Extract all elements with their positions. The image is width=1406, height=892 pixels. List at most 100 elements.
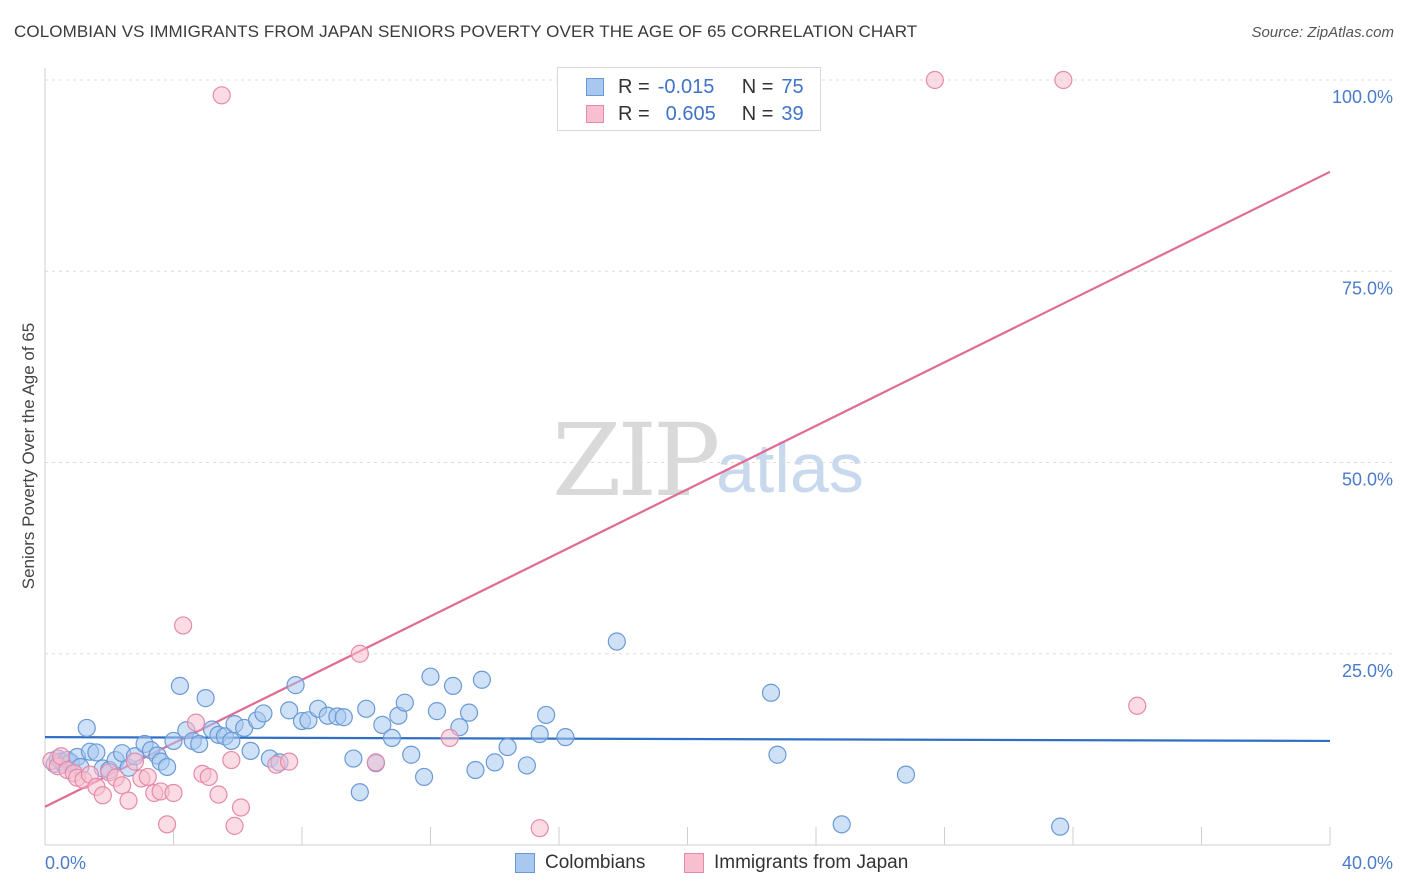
point-colombians [832,815,851,834]
legend-n-value: 75 [781,75,804,98]
point-colombians [350,783,369,802]
gridlines [45,79,1395,655]
point-japan [174,616,193,635]
point-colombians [77,718,96,738]
point-colombians [157,757,177,777]
trend-line-japan [44,170,1331,808]
point-colombians [421,667,440,686]
trend-line-colombians [44,736,1331,743]
point-colombians [459,703,479,722]
point-colombians [190,734,209,754]
chart-title: COLOMBIAN VS IMMIGRANTS FROM JAPAN SENIO… [14,22,918,41]
point-japan [366,753,385,772]
point-colombians [382,728,402,748]
point-japan [212,86,231,105]
series-legend: Colombians Immigrants from Japan [0,852,1406,878]
tick-labels: 25.0% 50.0% 75.0% 100.0% 0.0% 40.0% [45,87,1393,873]
point-japan [138,767,157,787]
point-colombians [241,741,260,761]
legend-swatch-colombians [586,78,604,96]
point-colombians [556,728,575,747]
point-colombians [896,765,916,784]
point-colombians [170,676,190,695]
point-japan [222,750,241,770]
point-japan [530,819,549,838]
point-colombians [1051,817,1070,836]
point-colombians [498,737,517,757]
point-japan [93,786,112,805]
legend-r-value: -0.015 [657,75,715,98]
legend-row-colombians: R = -0.015 N = 75 [558,73,804,101]
point-colombians [466,760,485,780]
legend-item-japan[interactable]: Immigrants from Japan [684,852,908,874]
point-colombians [373,715,392,734]
point-colombians [427,702,447,721]
y-axis-label: Seniors Poverty Over the Age of 65 [19,323,38,589]
point-colombians [402,745,421,764]
point-japan [119,791,138,810]
watermark-zip: ZIP [552,402,720,519]
legend-n-label: N = [741,102,774,125]
point-colombians [761,683,781,702]
correlation-legend: R = -0.015 N = 75 R = 0.605 N = 39 [557,67,821,131]
y-tick-label: 25.0% [1342,661,1393,681]
y-tick-label: 50.0% [1342,470,1393,490]
point-japan [157,815,177,834]
point-colombians [472,670,491,689]
point-colombians [485,753,504,772]
point-colombians [254,704,273,723]
point-japan [1128,696,1147,715]
point-colombians [334,708,353,727]
legend-n-label: N = [741,75,774,98]
legend-n-value: 39 [781,102,804,125]
point-colombians [164,731,183,751]
legend-swatch-colombians [515,853,535,873]
point-japan [925,70,944,90]
point-japan [225,816,244,835]
point-japan [209,785,228,804]
point-colombians [530,724,549,744]
legend-label-japan: Immigrants from Japan [714,852,909,873]
point-japan [231,798,251,817]
point-japan [280,752,299,771]
axes [44,68,1331,846]
legend-swatch-japan [684,853,704,873]
point-colombians [414,767,434,787]
point-colombians [443,676,463,695]
legend-r-label: R = [618,75,650,98]
point-colombians [87,743,106,762]
legend-label-colombians: Colombians [545,852,646,873]
point-colombians [517,756,536,775]
y-tick-label: 75.0% [1342,278,1393,298]
x-tick-label: 0.0% [45,853,86,873]
point-colombians [222,731,241,751]
point-colombians [286,676,305,695]
point-colombians [395,693,414,712]
point-colombians [280,701,299,720]
x-tick-label: 40.0% [1342,853,1393,873]
legend-item-colombians[interactable]: Colombians [515,852,645,874]
point-colombians [768,745,787,764]
data-points [42,70,1147,838]
legend-r-value: 0.605 [665,102,716,125]
point-japan [199,767,218,787]
legend-row-japan: R = 0.605 N = 39 [558,100,804,128]
point-colombians [537,705,556,725]
point-colombians [196,689,215,708]
point-colombians [607,632,626,651]
point-colombians [344,749,363,768]
point-japan [164,783,183,803]
trend-lines [44,170,1331,808]
y-tick-label: 100.0% [1332,87,1393,107]
point-japan [350,644,369,663]
watermark-atlas: atlas [716,429,864,507]
point-japan [440,728,459,748]
legend-swatch-japan [586,105,604,123]
legend-r-label: R = [618,102,650,125]
point-colombians [357,699,376,718]
source-label: Source: ZipAtlas.com [1251,24,1394,41]
point-japan [125,752,145,771]
point-japan [112,776,132,795]
point-japan [1054,70,1073,90]
